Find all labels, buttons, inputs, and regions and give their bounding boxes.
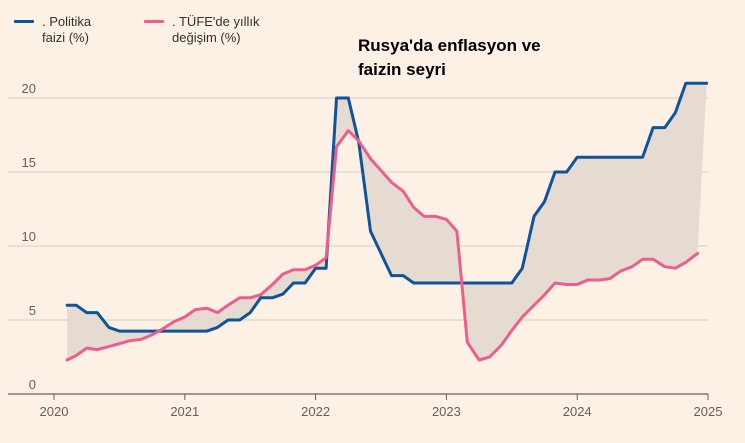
x-tick-label-2020: 2020	[40, 404, 69, 419]
legend-label-cpi: . TÜFE'de yıllık değişim (%)	[172, 14, 260, 45]
legend-label-policy: . Politika faizi (%)	[42, 14, 92, 45]
y-tick-label-20: 20	[22, 81, 36, 96]
chart-title: Rusya'da enflasyon ve faizin seyri	[358, 36, 541, 79]
policy-rate-line	[65, 81, 709, 333]
x-tick-label-2021: 2021	[170, 404, 199, 419]
y-tick-label-10: 10	[22, 229, 36, 244]
x-tick-label-2025: 2025	[694, 404, 723, 419]
legend-policy-rate: . Politika faizi (%)	[14, 14, 162, 46]
x-tick-label-2023: 2023	[432, 404, 461, 419]
y-tick-label-15: 15	[22, 155, 36, 170]
legend-cpi: . TÜFE'de yıllık değişim (%)	[144, 14, 292, 46]
y-tick-label-5: 5	[29, 303, 36, 318]
legend-swatch-cpi	[144, 20, 164, 23]
gap-area	[67, 83, 707, 360]
cpi-line	[65, 129, 699, 362]
legend-swatch-policy	[14, 20, 34, 23]
y-tick-label-0: 0	[29, 377, 36, 392]
x-tick-label-2022: 2022	[301, 404, 330, 419]
x-tick-label-2024: 2024	[563, 404, 592, 419]
